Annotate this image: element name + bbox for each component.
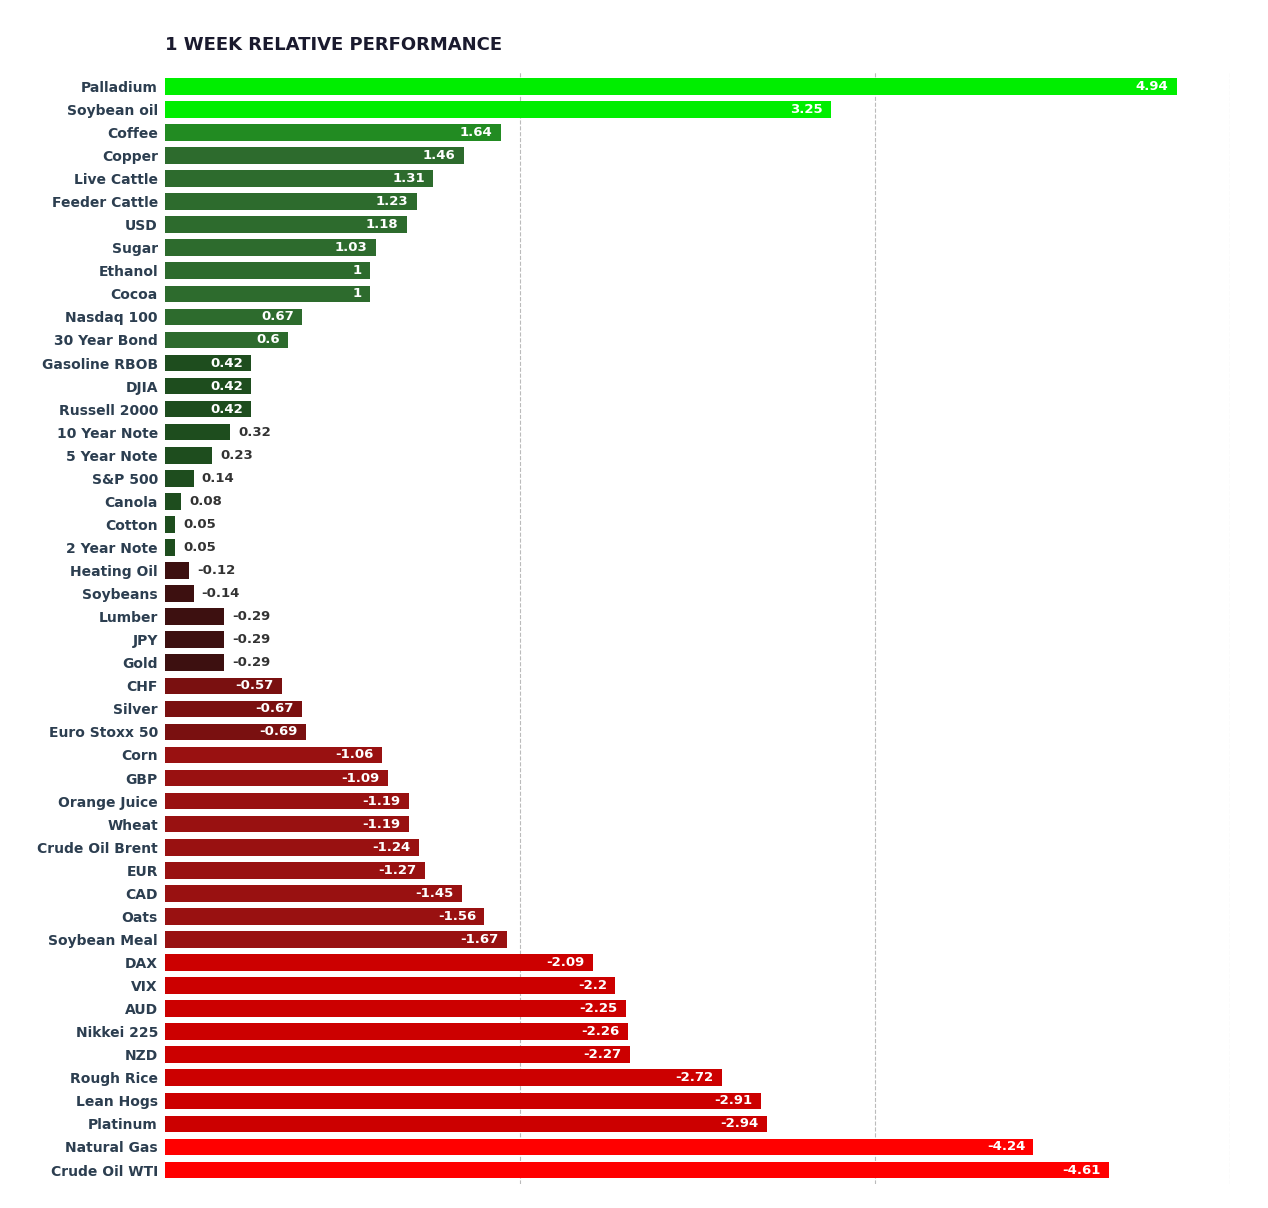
Text: -1.67: -1.67 [460, 933, 498, 946]
Bar [165, 332, 288, 348]
Bar [165, 1116, 767, 1132]
Text: 1.03: 1.03 [335, 242, 368, 254]
Bar [165, 1069, 721, 1086]
Text: 1.31: 1.31 [392, 172, 425, 185]
Text: -2.91: -2.91 [715, 1094, 753, 1108]
Text: -1.45: -1.45 [416, 887, 454, 900]
Bar [165, 216, 407, 233]
Bar [165, 977, 615, 994]
Bar [165, 838, 418, 855]
Text: -0.14: -0.14 [202, 587, 240, 600]
Text: 0.23: 0.23 [221, 448, 252, 461]
Text: -0.29: -0.29 [232, 633, 270, 646]
Text: -2.26: -2.26 [581, 1026, 620, 1038]
Bar [165, 815, 408, 832]
Bar [165, 493, 181, 510]
Text: -1.06: -1.06 [336, 749, 374, 761]
Text: 0.42: 0.42 [210, 402, 242, 416]
Bar [165, 239, 375, 256]
Text: 4.94: 4.94 [1136, 80, 1169, 93]
Text: -1.56: -1.56 [437, 910, 477, 923]
Text: 0.05: 0.05 [184, 518, 216, 530]
Bar [165, 1139, 1033, 1155]
Bar [165, 562, 189, 579]
Text: 1: 1 [353, 265, 361, 278]
Bar [165, 447, 212, 464]
Text: -2.72: -2.72 [676, 1071, 714, 1085]
Bar [165, 885, 462, 901]
Bar [165, 124, 501, 140]
Bar [165, 908, 484, 924]
Bar [165, 193, 417, 210]
Bar [165, 701, 302, 718]
Text: 1 WEEK RELATIVE PERFORMANCE: 1 WEEK RELATIVE PERFORMANCE [165, 36, 502, 54]
Text: 0.6: 0.6 [256, 333, 279, 347]
Bar [165, 655, 224, 672]
Bar [165, 747, 382, 763]
Text: -0.29: -0.29 [232, 610, 270, 623]
Text: -1.24: -1.24 [373, 841, 411, 854]
Bar [165, 792, 408, 809]
Bar [165, 401, 251, 418]
Text: 1.46: 1.46 [424, 149, 455, 162]
Bar [165, 609, 224, 625]
Text: 1.64: 1.64 [460, 126, 492, 139]
Text: 3.25: 3.25 [790, 103, 823, 116]
Text: 1: 1 [353, 288, 361, 301]
Text: 0.14: 0.14 [202, 472, 235, 484]
Bar [165, 724, 306, 741]
Bar [165, 863, 425, 878]
Bar [165, 285, 370, 302]
Text: -0.69: -0.69 [260, 726, 298, 738]
Text: -2.94: -2.94 [720, 1117, 758, 1131]
Text: 0.42: 0.42 [210, 356, 242, 370]
Text: 1.23: 1.23 [377, 196, 408, 208]
Bar [165, 424, 231, 441]
Bar [165, 1023, 628, 1040]
Bar [165, 79, 1177, 94]
Bar [165, 678, 281, 695]
Text: -1.19: -1.19 [363, 818, 401, 831]
Text: -0.57: -0.57 [235, 679, 274, 692]
Text: -2.09: -2.09 [547, 956, 585, 969]
Text: -4.61: -4.61 [1063, 1163, 1101, 1177]
Bar [165, 308, 302, 325]
Bar [165, 262, 370, 279]
Text: 0.32: 0.32 [238, 425, 271, 439]
Bar [165, 632, 224, 647]
Text: -4.24: -4.24 [987, 1140, 1025, 1154]
Bar [165, 769, 388, 786]
Text: 0.42: 0.42 [210, 379, 242, 393]
Text: 0.08: 0.08 [189, 495, 222, 507]
Text: -0.12: -0.12 [198, 564, 236, 577]
Bar [165, 954, 593, 971]
Bar [165, 516, 175, 533]
Bar [165, 355, 251, 371]
Bar [165, 1092, 761, 1109]
Text: -1.27: -1.27 [379, 864, 417, 877]
Text: -0.67: -0.67 [256, 702, 294, 715]
Bar [165, 147, 464, 164]
Bar [165, 1162, 1110, 1178]
Text: -2.2: -2.2 [578, 978, 607, 992]
Text: 1.18: 1.18 [365, 219, 398, 231]
Text: -0.29: -0.29 [232, 656, 270, 669]
Bar [165, 378, 251, 394]
Bar [165, 170, 434, 187]
Bar [165, 101, 831, 117]
Text: -1.09: -1.09 [341, 772, 380, 784]
Text: 0.67: 0.67 [261, 310, 294, 324]
Bar [165, 931, 507, 948]
Bar [165, 585, 194, 602]
Bar [165, 1046, 630, 1063]
Text: -1.19: -1.19 [363, 795, 401, 808]
Text: 0.05: 0.05 [184, 541, 216, 554]
Bar [165, 539, 175, 556]
Text: -2.25: -2.25 [579, 1003, 618, 1015]
Bar [165, 470, 194, 487]
Text: -2.27: -2.27 [583, 1049, 621, 1061]
Bar [165, 1000, 625, 1017]
